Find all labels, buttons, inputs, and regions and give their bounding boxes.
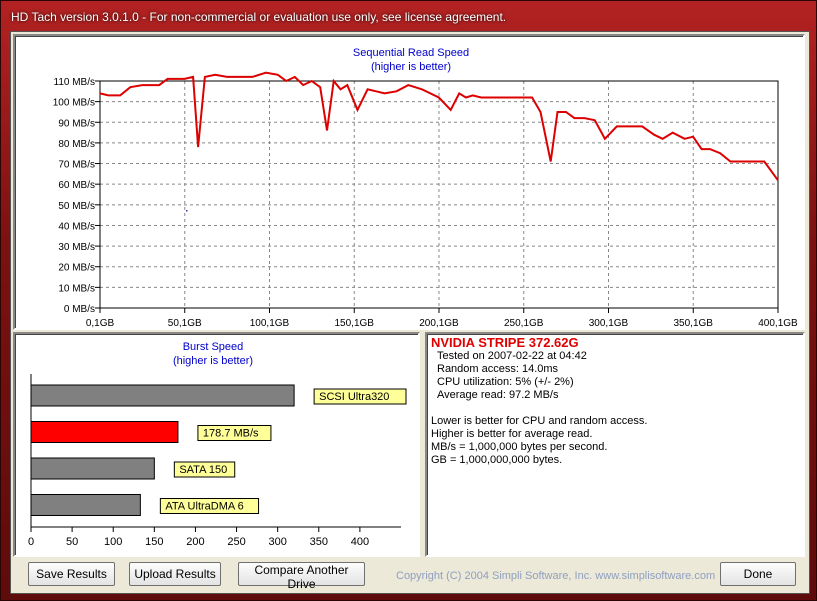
title-bar[interactable]: HD Tach version 3.0.1.0 - For non-commer… [1, 1, 817, 31]
burst-tick-label: 200 [186, 536, 204, 548]
x-tick-label: 150,1GB [335, 318, 375, 328]
burst-label-box [173, 461, 236, 478]
burst-tick-label: 100 [104, 536, 122, 548]
y-tick-label: 70 MB/s [58, 160, 95, 171]
burst-label: 178.7 MB/s [203, 428, 259, 440]
x-tick-label: 350,1GB [674, 318, 714, 328]
burst-bar [30, 457, 155, 480]
burst-title: Burst Speed [183, 341, 244, 353]
sequential-read-chart: Sequential Read Speed (higher is better)… [53, 47, 798, 329]
burst-label-box [313, 388, 407, 405]
note-lower-better: Lower is better for CPU and random acces… [431, 415, 648, 427]
upload-results-button[interactable]: Upload Results [129, 562, 221, 586]
burst-tick-label: 350 [310, 536, 328, 548]
y-tick-label: 30 MB/s [58, 242, 95, 253]
y-tick-label: 20 MB/s [58, 263, 95, 274]
results-panel: NVIDIA STRIPE 372.62G Tested on 2007-02-… [425, 332, 805, 557]
drive-name: NVIDIA STRIPE 372.62G [431, 335, 579, 350]
y-tick-label: 40 MB/s [58, 221, 95, 232]
burst-label-box [159, 498, 260, 514]
y-tick-label: 60 MB/s [58, 180, 95, 191]
burst-label-box [197, 425, 272, 441]
y-tick-label: 110 MB/s [54, 77, 96, 88]
stray-point [186, 210, 188, 212]
client-area: Sequential Read Speed (higher is better)… [10, 31, 810, 594]
save-results-button[interactable]: Save Results [28, 562, 115, 586]
burst-label: SATA 150 [179, 464, 227, 476]
burst-tick-label: 150 [145, 536, 163, 548]
burst-label: SCSI Ultra320 [319, 391, 389, 403]
burst-bar [30, 384, 295, 407]
note-gb: GB = 1,000,000,000 bytes. [431, 454, 563, 466]
average-read: Average read: 97.2 MB/s [437, 389, 559, 401]
chart-title: Sequential Read Speed [353, 47, 469, 59]
burst-subtitle: (higher is better) [173, 355, 253, 367]
cpu-utilization: CPU utilization: 5% (+/- 2%) [437, 376, 574, 388]
copyright-text[interactable]: Copyright (C) 2004 Simpli Software, Inc.… [396, 570, 716, 582]
y-tick-label: 50 MB/s [58, 201, 95, 212]
sequential-read-panel: Sequential Read Speed (higher is better)… [13, 34, 805, 330]
burst-tick-label: 400 [351, 536, 369, 548]
random-access: Random access: 14.0ms [437, 363, 559, 375]
x-tick-label: 250,1GB [504, 318, 544, 328]
x-tick-label: 200,1GB [419, 318, 459, 328]
burst-tick-label: 300 [268, 536, 286, 548]
x-tick-label: 100,1GB [250, 318, 290, 328]
burst-bar [30, 421, 179, 443]
burst-label: ATA UltraDMA 6 [165, 501, 243, 513]
note-mbs: MB/s = 1,000,000 bytes per second. [431, 441, 608, 453]
burst-speed-panel: Burst Speed (higher is better) SCSI Ultr… [13, 332, 420, 557]
y-tick-label: 100 MB/s [53, 98, 95, 109]
burst-tick-label: 250 [227, 536, 245, 548]
x-tick-label: 400,1GB [758, 318, 798, 328]
note-higher-better: Higher is better for average read. [431, 428, 593, 440]
y-tick-label: 10 MB/s [58, 283, 95, 294]
window-title: HD Tach version 3.0.1.0 - For non-commer… [11, 10, 507, 24]
y-tick-label: 0 MB/s [64, 304, 95, 315]
read-speed-line [99, 71, 779, 181]
burst-speed-chart: Burst Speed (higher is better) SCSI Ultr… [28, 341, 407, 548]
tested-on: Tested on 2007-02-22 at 04:42 [437, 350, 587, 362]
x-tick-label: 0,1GB [86, 318, 115, 328]
y-tick-label: 80 MB/s [58, 139, 95, 150]
chart-subtitle: (higher is better) [371, 61, 451, 73]
y-tick-label: 90 MB/s [58, 118, 95, 129]
burst-bar [30, 494, 141, 516]
x-tick-label: 50,1GB [168, 318, 202, 328]
burst-tick-label: 50 [66, 536, 78, 548]
compare-drive-button[interactable]: Compare Another Drive [238, 562, 365, 591]
x-tick-label: 300,1GB [589, 318, 629, 328]
done-button[interactable]: Done [720, 562, 796, 586]
burst-tick-label: 0 [28, 536, 34, 548]
